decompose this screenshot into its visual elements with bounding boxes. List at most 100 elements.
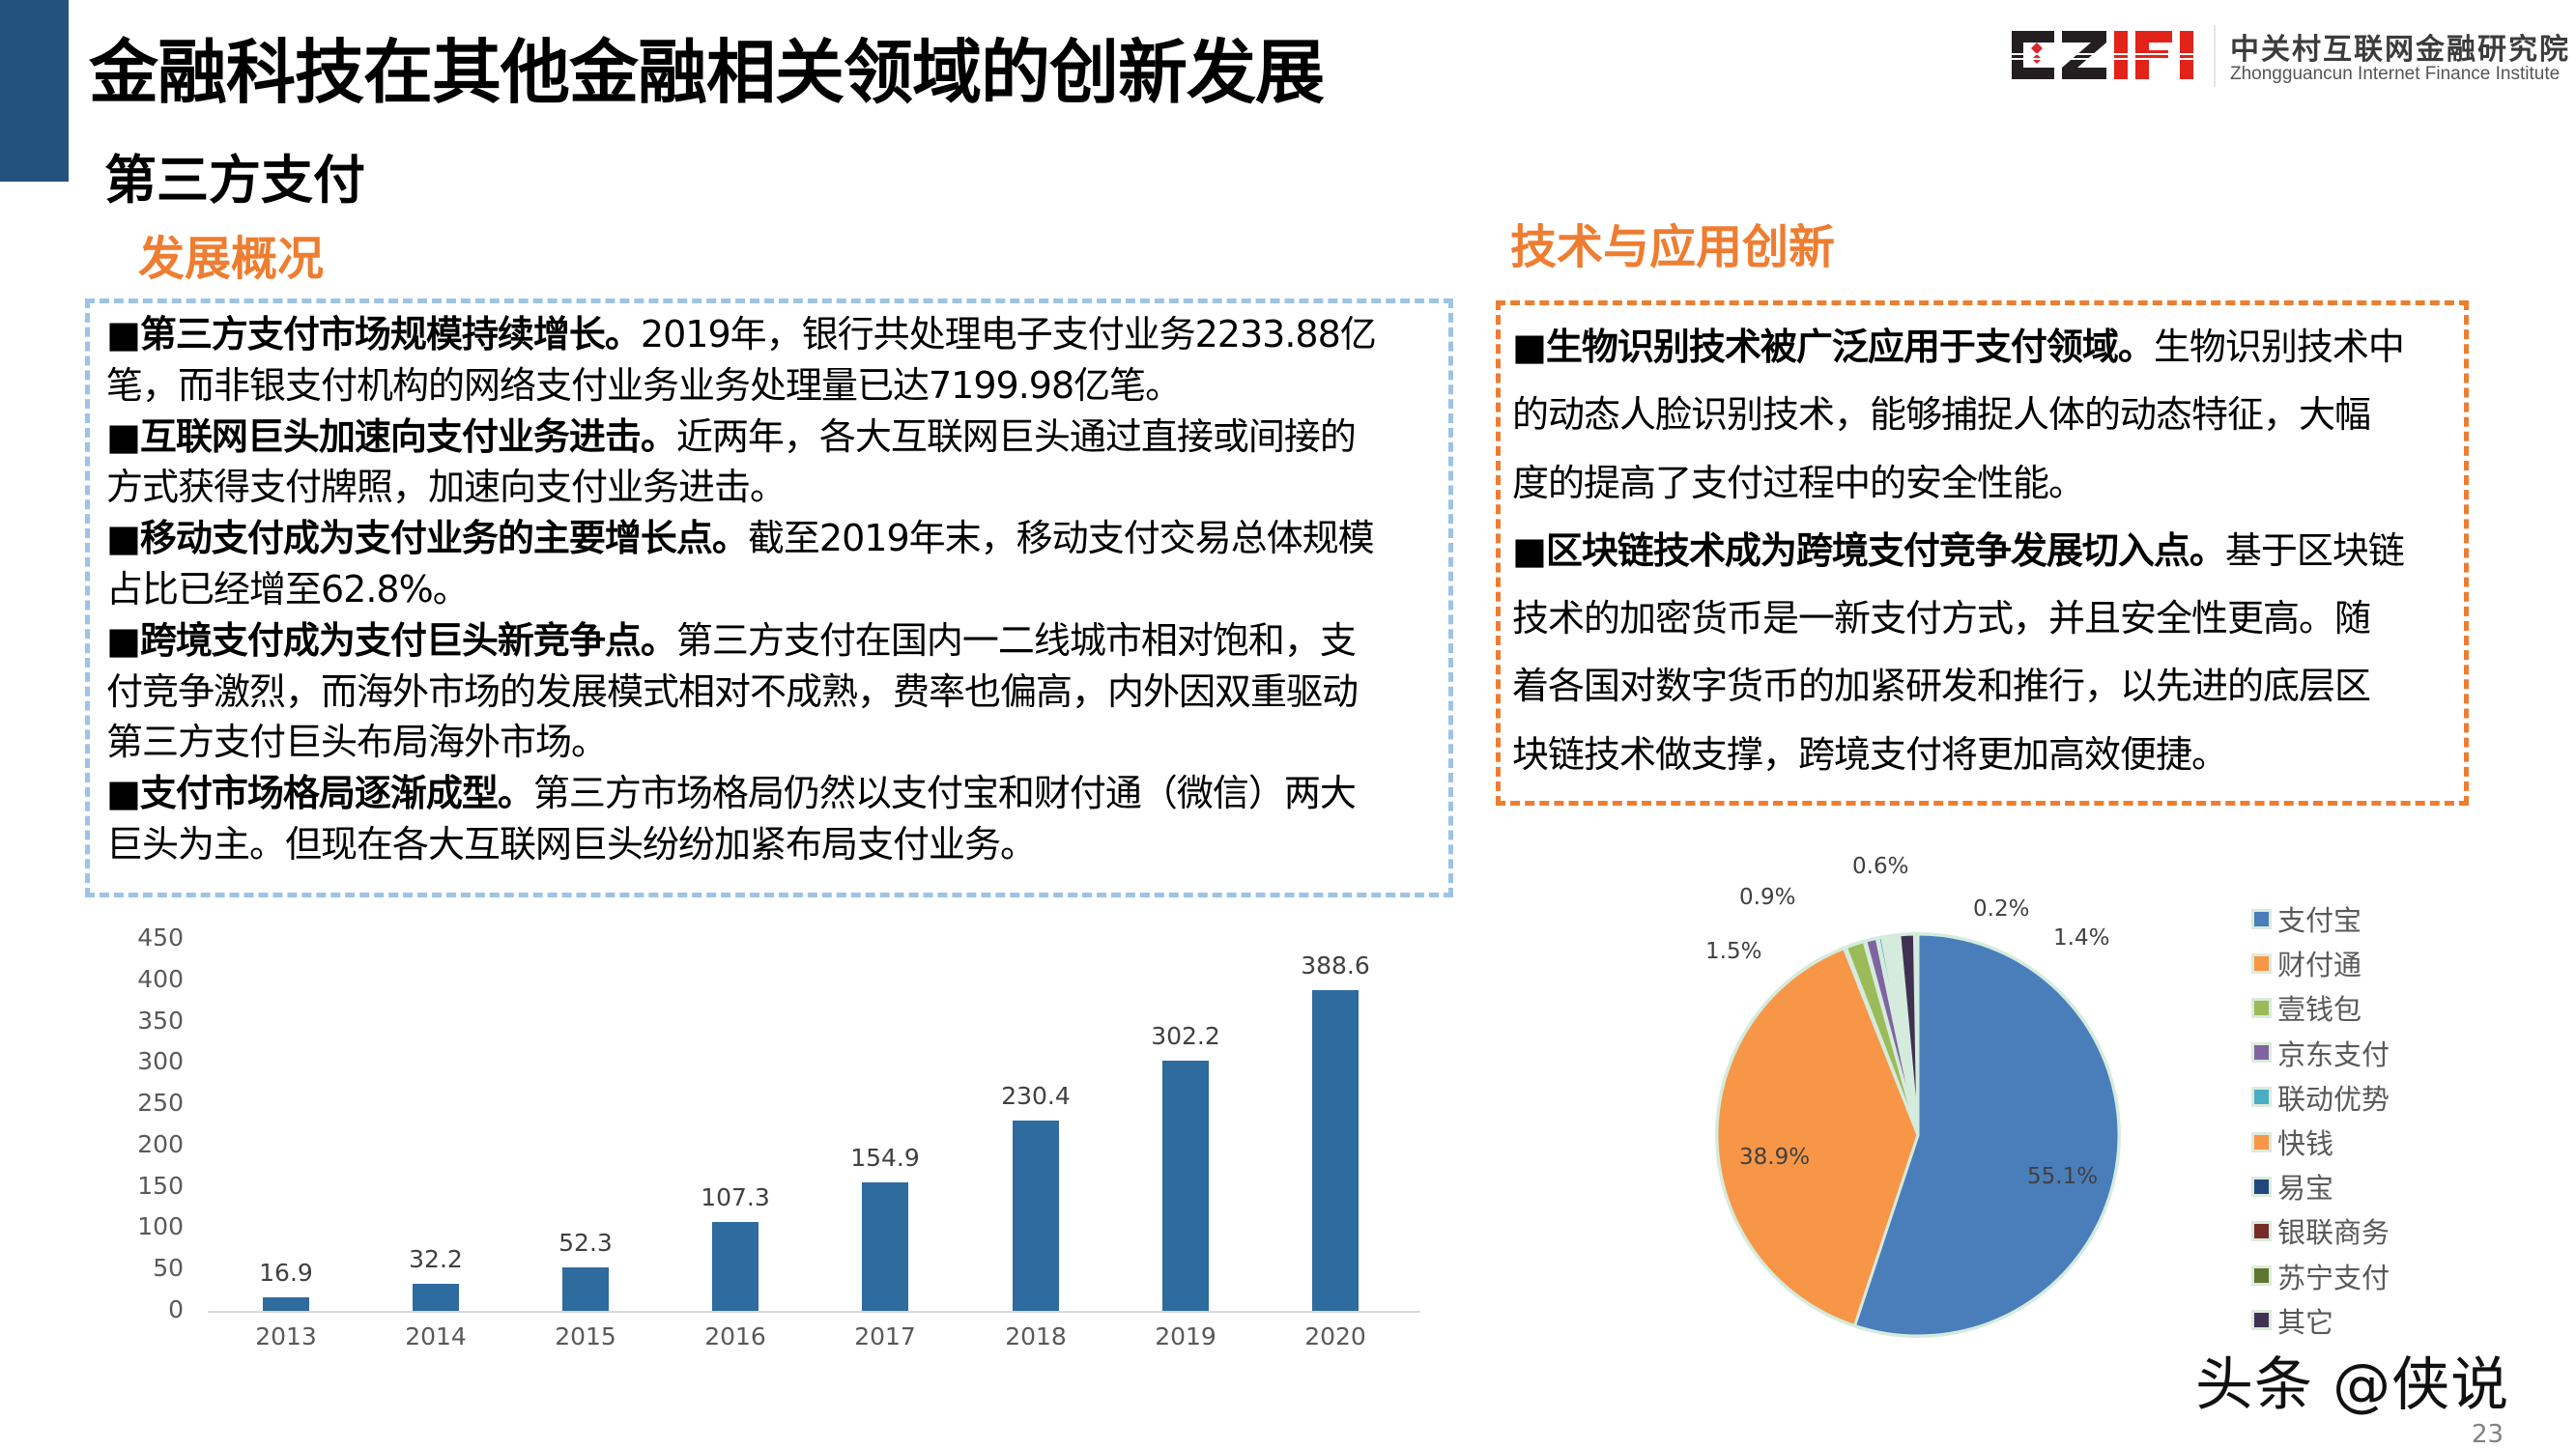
overview-heading: 发展概况 xyxy=(138,232,325,286)
legend-label: 苏宁支付 xyxy=(2277,1261,2390,1294)
overview-line: 第三方支付巨头布局海外市场。 xyxy=(106,721,608,764)
pie-slice-umpay xyxy=(1876,935,1920,1136)
page-number: 23 xyxy=(2472,1420,2504,1449)
czifi-logo-icon xyxy=(2008,31,2197,79)
y-tick-label: 100 xyxy=(137,1212,184,1241)
pie-value-label: 0.6% xyxy=(1852,854,1909,879)
bullet-icon: ■ xyxy=(106,313,141,355)
overview-line: 笔，而非银支付机构的网络支付业务业务处理量已达7199.98亿笔。 xyxy=(106,363,1182,407)
overview-line: ■跨境支付成为支付巨头新竞争点。第三方支付在国内一二线城市相对饱和，支 xyxy=(106,618,1357,662)
pie-slice-alipay xyxy=(1852,932,2121,1338)
bar-2018 xyxy=(1013,1120,1059,1311)
tech-line: 着各国对数字货币的加紧研发和推行，以先进的底层区 xyxy=(1512,665,2371,708)
tech-line: 的动态人脸识别技术，能够捕捉人体的动态特征，大幅 xyxy=(1512,393,2371,437)
x-tick-label: 2019 xyxy=(1155,1322,1216,1350)
overview-line: 占比已经增至62.8%。 xyxy=(106,567,470,611)
tech-box xyxy=(1496,300,2469,806)
legend-item: 壹钱包 xyxy=(2251,985,2445,1030)
bar-2014 xyxy=(413,1284,459,1311)
legend-swatch-icon xyxy=(2251,997,2272,1018)
bullet-icon: ■ xyxy=(1512,326,1547,368)
x-tick-label: 2013 xyxy=(255,1322,317,1350)
legend-item: 苏宁支付 xyxy=(2251,1254,2445,1298)
tech-line: 块链技术做支撑，跨境支付将更加高效便捷。 xyxy=(1512,732,2228,776)
y-tick-label: 250 xyxy=(137,1089,184,1118)
section-title: 第三方支付 xyxy=(104,150,365,211)
bar-value-label: 107.3 xyxy=(701,1183,770,1212)
bar-value-label: 388.6 xyxy=(1301,951,1370,980)
legend-label: 财付通 xyxy=(2277,949,2362,982)
bar-x-axis-line xyxy=(208,1311,1420,1313)
bar-2017 xyxy=(862,1182,908,1311)
legend-swatch-icon xyxy=(2251,1131,2272,1152)
tech-line: ■生物识别技术被广泛应用于支付领域。生物识别技术中 xyxy=(1512,326,2405,368)
legend-item: 易宝 xyxy=(2251,1164,2445,1208)
x-tick-label: 2014 xyxy=(405,1322,467,1350)
legend-label: 银联商务 xyxy=(2277,1216,2390,1250)
logo: 中关村互联网金融研究院 Zhongguancun Internet Financ… xyxy=(2008,21,2568,91)
bar-2013 xyxy=(263,1296,309,1311)
overview-line: ■第三方支付市场规模持续增长。2019年，银行共处理电子支付业务2233.88亿 xyxy=(106,313,1377,355)
legend-label: 其它 xyxy=(2277,1305,2334,1339)
legend-swatch-icon xyxy=(2251,908,2272,929)
overview-line: ■支付市场格局逐渐成型。第三方市场格局仍然以支付宝和财付通（微信）两大 xyxy=(106,772,1357,815)
bar-value-label: 52.3 xyxy=(558,1229,613,1258)
legend-swatch-icon xyxy=(2251,1042,2272,1064)
overview-text: ■第三方支付市场规模持续增长。2019年，银行共处理电子支付业务2233.88亿… xyxy=(106,309,1445,870)
bullet-icon: ■ xyxy=(106,414,141,458)
legend-item: 其它 xyxy=(2251,1298,2445,1343)
overview-line: ■互联网巨头加速向支付业务进击。近两年，各大互联网巨头通过直接或间接的 xyxy=(106,414,1357,458)
y-tick-label: 50 xyxy=(153,1254,184,1283)
legend-item: 联动优势 xyxy=(2251,1075,2445,1120)
legend-label: 快钱 xyxy=(2277,1127,2334,1161)
tech-line: 技术的加密货币是一新支付方式，并且安全性更高。随 xyxy=(1512,597,2371,640)
x-tick-label: 2020 xyxy=(1304,1322,1366,1350)
y-tick-label: 350 xyxy=(137,1006,184,1035)
legend-label: 易宝 xyxy=(2277,1172,2334,1206)
legend-item: 支付宝 xyxy=(2251,896,2445,941)
x-tick-label: 2015 xyxy=(555,1322,616,1350)
legend-label: 壹钱包 xyxy=(2277,993,2362,1027)
overview-line: 巨头为主。但现在各大互联网巨头纷纷加紧布局支付业务。 xyxy=(106,822,1037,866)
bullet-icon: ■ xyxy=(106,772,141,815)
bar-value-label: 154.9 xyxy=(850,1144,920,1173)
y-tick-label: 300 xyxy=(137,1047,184,1076)
legend-label: 联动优势 xyxy=(2277,1082,2390,1116)
tech-line: 度的提高了支付过程中的安全性能。 xyxy=(1512,461,2085,504)
legend-item: 财付通 xyxy=(2251,941,2445,985)
pie-chart: 55.1% 38.9% 1.5% 0.9% 0.6% 0.2% 1.4% xyxy=(1681,831,2164,1372)
x-tick-label: 2017 xyxy=(854,1322,916,1350)
legend-swatch-icon xyxy=(2251,1176,2272,1197)
pie-value-label: 55.1% xyxy=(2027,1164,2099,1189)
overview-box xyxy=(85,298,1453,897)
pie-value-label: 1.4% xyxy=(2053,925,2110,951)
legend-label: 支付宝 xyxy=(2277,904,2362,938)
tech-text: ■生物识别技术被广泛应用于支付领域。生物识别技术中 的动态人脸识别技术，能够捕捉… xyxy=(1512,313,2454,788)
page-title: 金融科技在其他金融相关领域的创新发展 xyxy=(89,32,1325,113)
logo-name-en: Zhongguancun Internet Finance Institute xyxy=(2230,64,2561,84)
bar-value-label: 32.2 xyxy=(409,1245,463,1274)
bullet-icon: ■ xyxy=(106,517,141,560)
overview-line: 方式获得支付牌照，加速向支付业务进击。 xyxy=(106,466,787,509)
pie-legend: 支付宝财付通壹钱包京东支付联动优势快钱易宝银联商务苏宁支付其它 xyxy=(2251,896,2445,1343)
tech-line: ■区块链技术成为跨境支付竞争发展切入点。基于区块链 xyxy=(1512,528,2405,572)
tech-heading: 技术与应用创新 xyxy=(1510,220,1836,274)
legend-swatch-icon xyxy=(2251,1310,2272,1331)
bar-value-label: 16.9 xyxy=(259,1258,313,1287)
legend-label: 京东支付 xyxy=(2277,1037,2390,1071)
bar-2015 xyxy=(562,1267,609,1311)
y-tick-label: 0 xyxy=(168,1295,184,1323)
legend-item: 京东支付 xyxy=(2251,1031,2445,1075)
logo-divider xyxy=(2214,25,2216,87)
bar-2019 xyxy=(1162,1061,1209,1311)
bullet-icon: ■ xyxy=(1512,528,1547,572)
pie-slice-yiqianbao xyxy=(1844,939,1920,1136)
x-tick-label: 2018 xyxy=(1005,1322,1067,1350)
pie-slice-other xyxy=(1898,932,1920,1136)
accent-bar xyxy=(0,0,69,182)
pie-slice-jdpay xyxy=(1863,936,1920,1136)
pie-slice-tenpay xyxy=(1715,946,1920,1328)
y-tick-label: 150 xyxy=(137,1171,184,1200)
pie-value-label: 0.9% xyxy=(1739,885,1796,910)
legend-swatch-icon xyxy=(2251,1265,2272,1287)
